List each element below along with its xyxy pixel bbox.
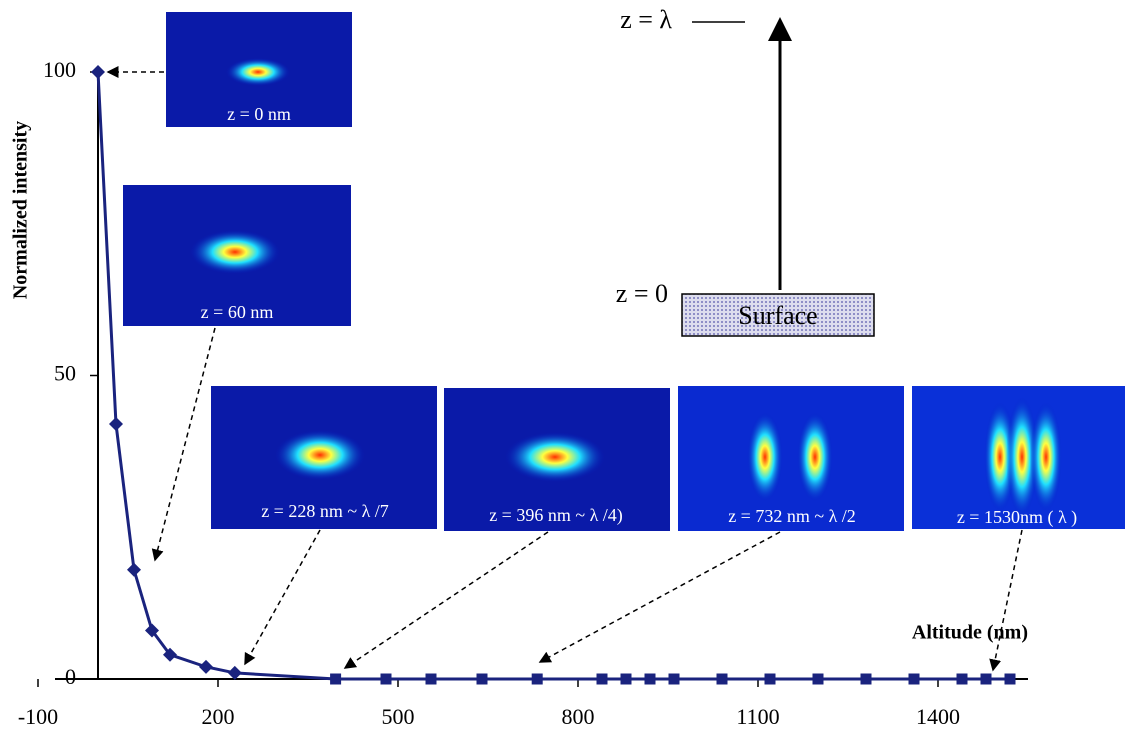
x-axis-label: Altitude (nm) [912,622,1028,644]
square-marker [813,674,824,685]
y-tick-label: 100 [43,57,76,82]
y-tick-label: 50 [54,361,76,386]
annotation: z = 0 [616,279,668,308]
annotation: Surface [738,301,817,330]
x-tick-label: 1400 [916,704,960,729]
x-tick-label: 800 [562,704,595,729]
inset-label: z = 732 nm ~ λ /2 [728,506,856,526]
square-marker [477,674,488,685]
inset-label: z = 0 nm [227,104,291,124]
square-marker [765,674,776,685]
square-marker [645,674,656,685]
square-marker [957,674,968,685]
square-marker [981,674,992,685]
x-tick-label: 1100 [736,704,779,729]
diamond-marker [109,417,123,431]
y-axis-label: Normalized intensity [10,121,32,299]
square-marker [717,674,728,685]
page: {"chart_data": {"type": "line", "y_label… [0,0,1131,737]
square-marker [532,674,543,685]
square-marker [909,674,920,685]
x-tick-label: 200 [202,704,235,729]
square-marker [426,674,437,685]
diamond-marker [199,660,213,674]
diamond-marker [127,563,141,577]
annotation: z = λ [620,5,672,34]
y-tick-label: 0 [65,664,76,689]
square-marker [669,674,680,685]
square-marker [1005,674,1016,685]
data-line [98,72,1010,679]
x-tick-label: -100 [18,704,58,729]
square-marker [381,674,392,685]
x-tick-label: 500 [382,704,415,729]
inset-label: z = 1530nm ( λ ) [957,507,1077,528]
square-marker [621,674,632,685]
inset-label: z = 396 nm ~ λ /4) [489,505,623,526]
square-marker [330,674,341,685]
square-marker [597,674,608,685]
square-marker [861,674,872,685]
inset-label: z = 228 nm ~ λ /7 [261,501,389,521]
chart: -100 200 500 800 1100 1400 0 50 100 Normalized in… [0,0,1131,737]
diamond-marker [91,65,105,79]
inset-label: z = 60 nm [201,302,274,322]
diamond-marker [228,666,242,680]
